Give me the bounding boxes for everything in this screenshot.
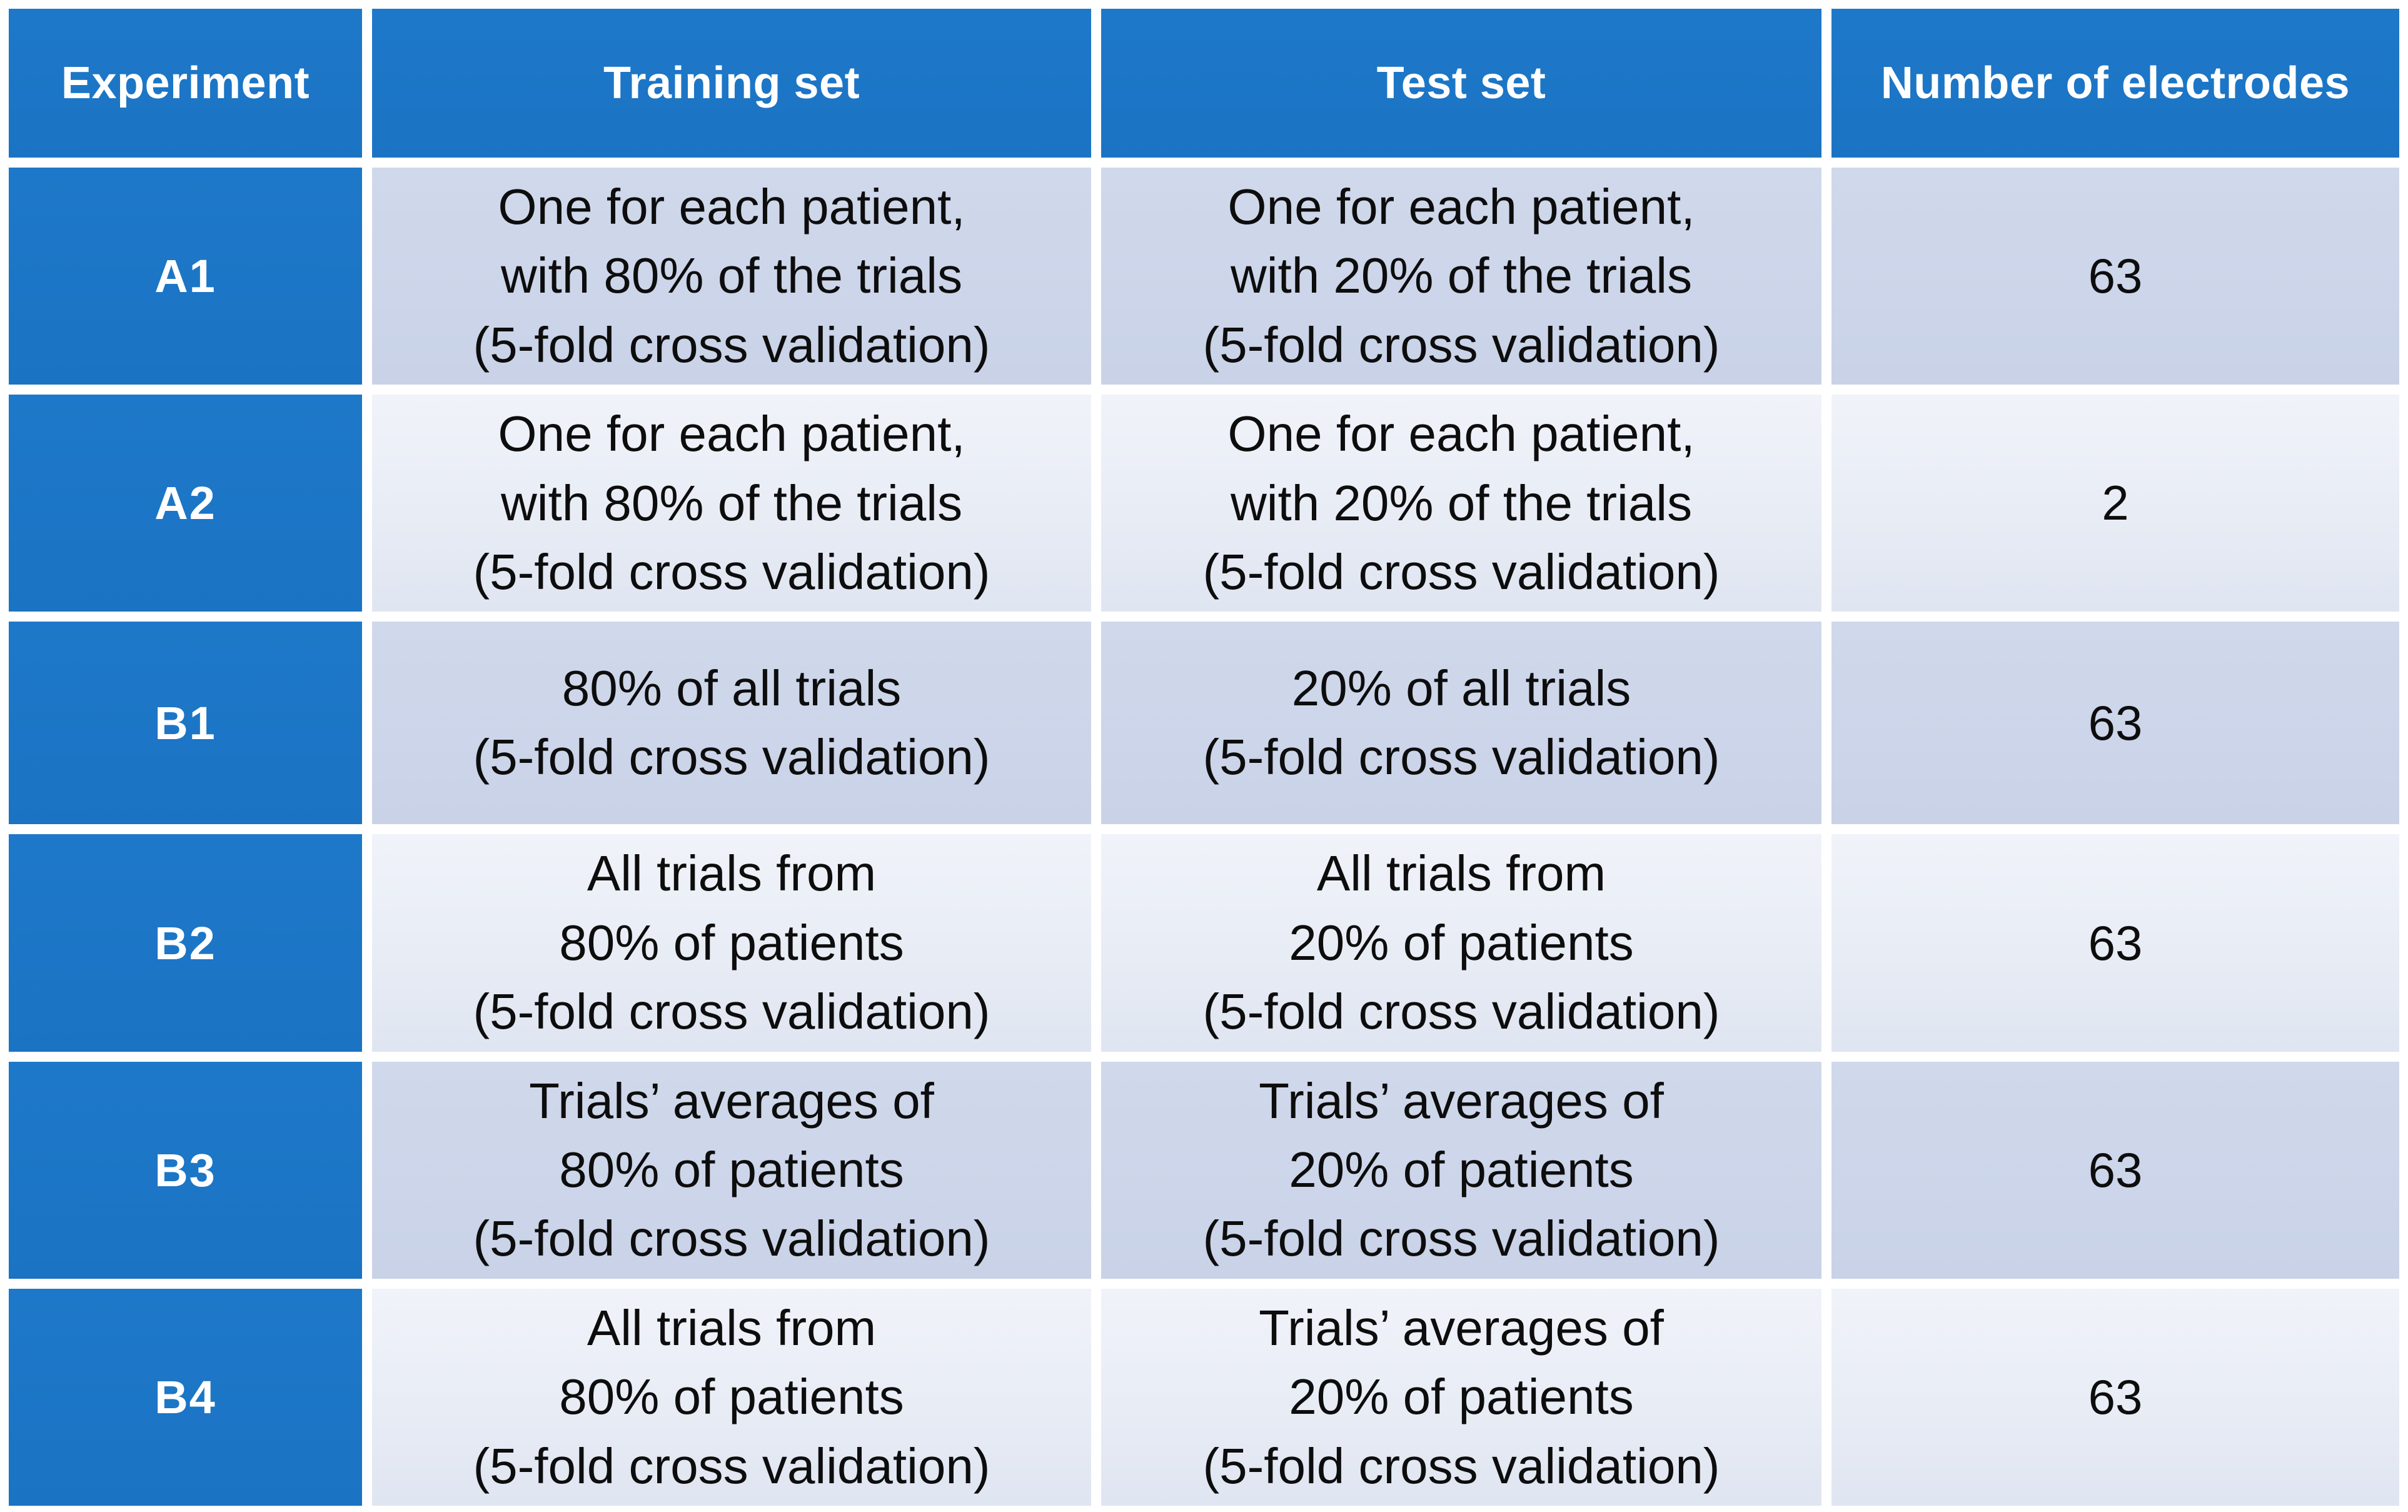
- training-set-cell-a2: One for each patient, with 80% of the tr…: [372, 395, 1091, 612]
- test-set-cell-a1: One for each patient, with 20% of the tr…: [1101, 168, 1821, 385]
- training-set-cell-b3: Trials’ averages of 80% of patients (5-f…: [372, 1061, 1091, 1279]
- training-set-cell-b1: 80% of all trials (5-fold cross validati…: [372, 622, 1091, 825]
- training-set-cell-b2: All trials from 80% of patients (5-fold …: [372, 834, 1091, 1052]
- test-set-cell-b2: All trials from 20% of patients (5-fold …: [1101, 834, 1821, 1052]
- row-label-b3: B3: [9, 1061, 362, 1279]
- training-set-cell-a1: One for each patient, with 80% of the tr…: [372, 168, 1091, 385]
- test-set-cell-b1: 20% of all trials (5-fold cross validati…: [1101, 622, 1821, 825]
- row-label-b2: B2: [9, 834, 362, 1052]
- column-header-electrodes: Number of electrodes: [1831, 9, 2399, 158]
- test-set-cell-b3: Trials’ averages of 20% of patients (5-f…: [1101, 1061, 1821, 1279]
- row-label-a2: A2: [9, 395, 362, 612]
- electrodes-cell-b3: 63: [1831, 1061, 2399, 1279]
- row-label-b4: B4: [9, 1288, 362, 1506]
- electrodes-cell-a1: 63: [1831, 168, 2399, 385]
- electrodes-cell-b2: 63: [1831, 834, 2399, 1052]
- column-header-training-set: Training set: [372, 9, 1091, 158]
- electrodes-cell-a2: 2: [1831, 395, 2399, 612]
- electrodes-cell-b4: 63: [1831, 1288, 2399, 1506]
- row-label-b1: B1: [9, 622, 362, 825]
- test-set-cell-b4: Trials’ averages of 20% of patients (5-f…: [1101, 1288, 1821, 1506]
- test-set-cell-a2: One for each patient, with 20% of the tr…: [1101, 395, 1821, 612]
- column-header-experiment: Experiment: [9, 9, 362, 158]
- training-set-cell-b4: All trials from 80% of patients (5-fold …: [372, 1288, 1091, 1506]
- row-label-a1: A1: [9, 168, 362, 385]
- electrodes-cell-b1: 63: [1831, 622, 2399, 825]
- column-header-test-set: Test set: [1101, 9, 1821, 158]
